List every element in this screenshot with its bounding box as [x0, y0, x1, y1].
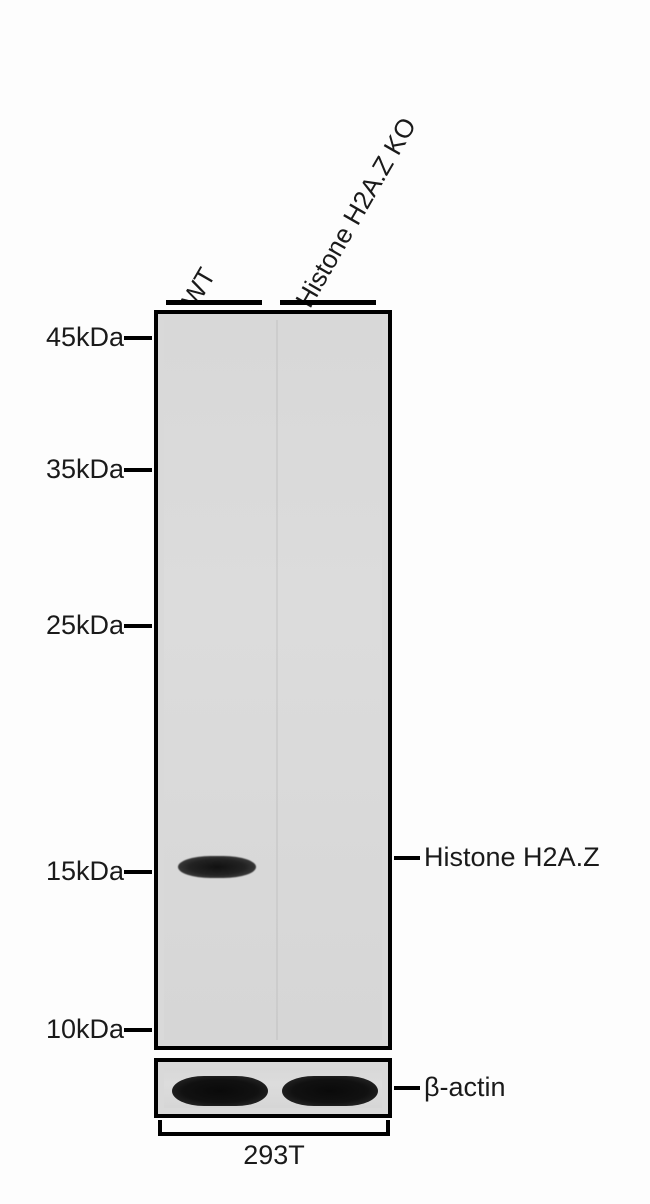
lane-divider — [276, 320, 278, 1040]
marker-15: 15kDa — [32, 856, 152, 887]
band-actin-wt — [172, 1076, 268, 1106]
marker-tick — [124, 468, 152, 472]
band-actin-ko — [282, 1076, 378, 1106]
membrane-bg — [164, 320, 382, 1040]
marker-label: 25kDa — [32, 610, 124, 641]
bracket-bar — [158, 1132, 390, 1136]
main-blot — [154, 310, 392, 1050]
annot-label: Histone H2A.Z — [420, 842, 600, 873]
marker-tick — [124, 624, 152, 628]
marker-label: 15kDa — [32, 856, 124, 887]
marker-10: 10kDa — [32, 1014, 152, 1045]
marker-45: 45kDa — [32, 322, 152, 353]
sample-label: 293T — [158, 1140, 390, 1171]
marker-tick — [124, 870, 152, 874]
marker-label: 45kDa — [32, 322, 124, 353]
annot-tick — [394, 856, 420, 860]
annot-h2az: Histone H2A.Z — [394, 842, 600, 873]
marker-label: 35kDa — [32, 454, 124, 485]
lane-header-ko: Histone H2A.Z KO — [289, 112, 423, 313]
marker-tick — [124, 336, 152, 340]
marker-25: 25kDa — [32, 610, 152, 641]
marker-tick — [124, 1028, 152, 1032]
marker-35: 35kDa — [32, 454, 152, 485]
control-blot — [154, 1058, 392, 1118]
band-h2az-wt — [178, 856, 256, 878]
annot-actin: β-actin — [394, 1072, 506, 1103]
marker-label: 10kDa — [32, 1014, 124, 1045]
lane-tick-wt — [166, 300, 262, 305]
lane-tick-ko — [280, 300, 376, 305]
lane-header-wt: WT — [175, 262, 222, 313]
annot-tick — [394, 1086, 420, 1090]
annot-label: β-actin — [420, 1072, 506, 1103]
western-blot-figure: WT Histone H2A.Z KO 45kDa 35kDa 25kDa 15… — [0, 0, 650, 1204]
